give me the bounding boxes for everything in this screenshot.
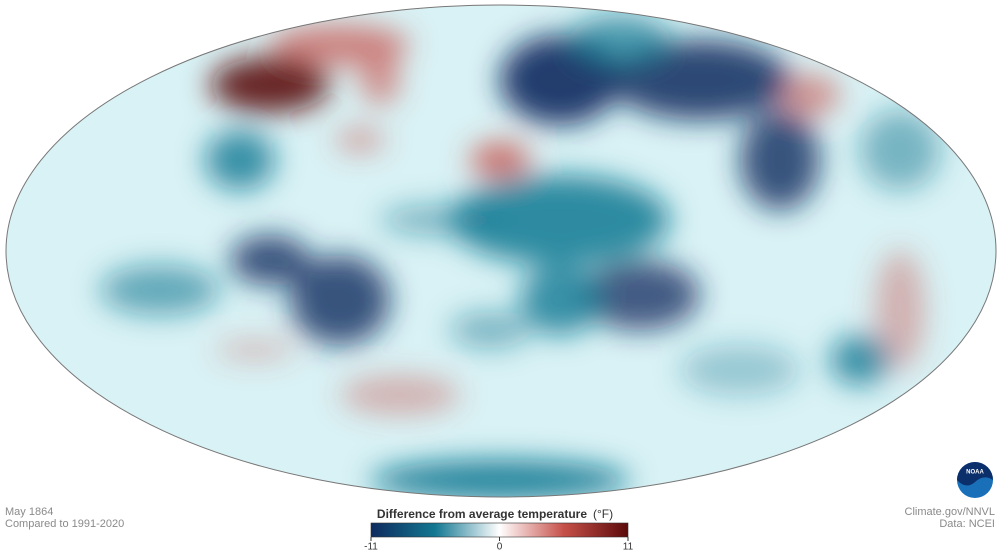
colorbar-tick-label: 11 bbox=[623, 542, 634, 553]
date: May 1864 bbox=[5, 506, 53, 518]
logo-text: NOAA bbox=[966, 470, 984, 476]
anomaly-patch bbox=[520, 265, 600, 335]
legend-title: Difference from average temperature bbox=[377, 507, 587, 521]
map bbox=[6, 5, 996, 497]
colorbar-tick-label: 0 bbox=[497, 542, 503, 553]
anomaly-patch bbox=[335, 128, 385, 152]
anomaly-patch bbox=[380, 205, 500, 235]
anomaly-patch bbox=[230, 235, 310, 285]
anomaly-patch bbox=[680, 345, 800, 395]
colorbar bbox=[370, 522, 629, 538]
anomaly-patch bbox=[100, 265, 220, 315]
anomaly-patch bbox=[340, 375, 460, 415]
anomaly-patch bbox=[570, 15, 670, 65]
anomaly-patch bbox=[860, 110, 940, 190]
anomaly-patch bbox=[450, 175, 670, 265]
anomaly-patch bbox=[290, 255, 390, 345]
anomaly-patch bbox=[370, 460, 630, 497]
baseline: Compared to 1991-2020 bbox=[5, 518, 124, 530]
anomaly-patch bbox=[270, 25, 410, 65]
legend-unit: (°F) bbox=[593, 507, 613, 521]
anomaly-patch bbox=[830, 335, 890, 385]
colorbar-tick-label: -11 bbox=[364, 542, 378, 553]
data-credit: Data: NCEI bbox=[939, 518, 995, 530]
anomaly-patch bbox=[215, 340, 295, 360]
anomaly-patch bbox=[450, 312, 530, 348]
map-outline bbox=[5, 4, 997, 498]
anomaly-patch bbox=[210, 57, 330, 113]
noaa-logo: NOAA bbox=[957, 462, 993, 498]
anomaly-patch bbox=[875, 250, 925, 370]
anomaly-patch bbox=[360, 55, 400, 105]
logo-top bbox=[957, 462, 993, 486]
source: Climate.gov/NNVL bbox=[905, 506, 995, 518]
anomaly-patch bbox=[580, 260, 700, 330]
anomaly-patch bbox=[780, 75, 840, 115]
anomaly-patch bbox=[470, 142, 530, 178]
anomaly-patch bbox=[740, 110, 820, 210]
anomaly-field bbox=[100, 15, 940, 497]
anomaly-patch bbox=[205, 130, 275, 190]
anomaly-patch bbox=[610, 40, 790, 120]
